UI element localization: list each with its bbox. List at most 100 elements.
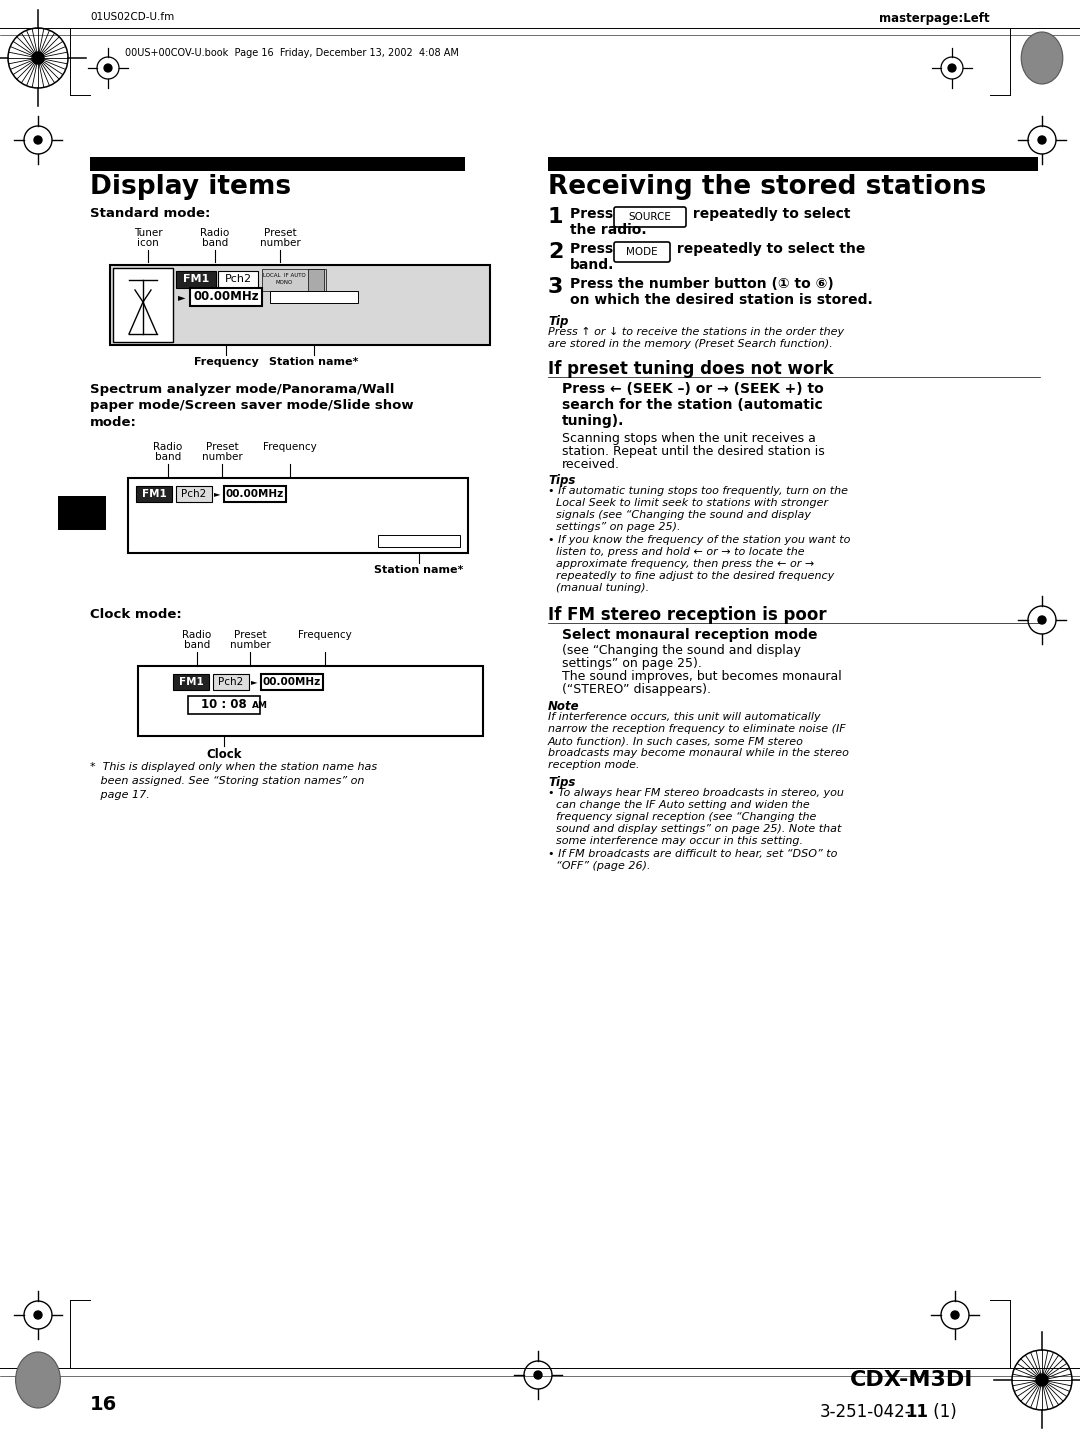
Text: 00US+00COV-U.book  Page 16  Friday, December 13, 2002  4:08 AM: 00US+00COV-U.book Page 16 Friday, Decemb… xyxy=(125,47,459,57)
Circle shape xyxy=(33,136,42,144)
Text: 2: 2 xyxy=(548,243,564,261)
Bar xyxy=(213,673,249,691)
Text: MODE: MODE xyxy=(626,247,658,257)
Text: Local Seek to limit seek to stations with stronger: Local Seek to limit seek to stations wit… xyxy=(556,498,828,508)
Circle shape xyxy=(1038,136,1047,144)
Text: (“STEREO” disappears).: (“STEREO” disappears). xyxy=(562,684,711,696)
Circle shape xyxy=(951,1311,959,1320)
Text: can change the IF Auto setting and widen the: can change the IF Auto setting and widen… xyxy=(556,800,810,810)
Text: Receiving the stored stations: Receiving the stored stations xyxy=(548,174,986,200)
Text: Preset: Preset xyxy=(264,228,296,238)
Circle shape xyxy=(948,65,956,72)
Text: 3: 3 xyxy=(548,277,564,297)
Text: 3-251-042-: 3-251-042- xyxy=(820,1403,912,1422)
Text: listen to, press and hold ← or → to locate the: listen to, press and hold ← or → to loca… xyxy=(556,547,805,557)
Text: Tip: Tip xyxy=(548,314,568,327)
Text: icon: icon xyxy=(137,238,159,248)
Text: repeatedly to fine adjust to the desired frequency: repeatedly to fine adjust to the desired… xyxy=(556,572,834,582)
Text: Auto function). In such cases, some FM stereo: Auto function). In such cases, some FM s… xyxy=(548,737,804,745)
Text: Press: Press xyxy=(570,207,618,221)
Text: received.: received. xyxy=(562,458,620,471)
Text: Radio: Radio xyxy=(201,228,230,238)
Circle shape xyxy=(104,65,112,72)
Bar xyxy=(188,696,260,714)
Text: Tuner: Tuner xyxy=(134,228,162,238)
Bar xyxy=(218,271,258,289)
Bar xyxy=(224,485,286,503)
Text: Standard mode:: Standard mode: xyxy=(90,207,211,220)
Circle shape xyxy=(33,1311,42,1320)
Text: Frequency: Frequency xyxy=(298,630,352,640)
Text: Radio: Radio xyxy=(153,442,183,452)
Text: 16: 16 xyxy=(90,1394,118,1414)
Text: number: number xyxy=(259,238,300,248)
Bar xyxy=(129,478,468,553)
Text: frequency signal reception (see “Changing the: frequency signal reception (see “Changin… xyxy=(556,811,816,821)
Bar xyxy=(270,292,357,303)
Text: “OFF” (page 26).: “OFF” (page 26). xyxy=(556,862,650,872)
Text: Press: Press xyxy=(570,243,618,256)
Text: 10 : 08: 10 : 08 xyxy=(201,698,247,711)
Text: on which the desired station is stored.: on which the desired station is stored. xyxy=(570,293,873,307)
Text: 1: 1 xyxy=(548,207,564,227)
Text: band: band xyxy=(184,640,211,651)
Text: Scanning stops when the unit receives a: Scanning stops when the unit receives a xyxy=(562,432,815,445)
Text: Press ↑ or ↓ to receive the stations in the order they: Press ↑ or ↓ to receive the stations in … xyxy=(548,327,845,337)
Text: 01US02CD-U.fm: 01US02CD-U.fm xyxy=(90,11,174,22)
Text: Press ← (SEEK –) or → (SEEK +) to: Press ← (SEEK –) or → (SEEK +) to xyxy=(562,382,824,396)
Bar xyxy=(308,269,324,292)
Text: signals (see “Changing the sound and display: signals (see “Changing the sound and dis… xyxy=(556,510,811,520)
Text: Tips: Tips xyxy=(548,474,576,487)
Text: FM1: FM1 xyxy=(141,490,166,498)
Bar xyxy=(173,673,210,691)
Text: sound and display settings” on page 25). Note that: sound and display settings” on page 25).… xyxy=(556,824,841,834)
Text: Tips: Tips xyxy=(548,775,576,788)
Text: • If FM broadcasts are difficult to hear, set “DSO” to: • If FM broadcasts are difficult to hear… xyxy=(548,849,837,859)
Text: FM1: FM1 xyxy=(183,274,210,284)
Circle shape xyxy=(534,1371,542,1379)
Text: Select monaural reception mode: Select monaural reception mode xyxy=(562,628,818,642)
Ellipse shape xyxy=(15,1353,60,1409)
Ellipse shape xyxy=(1022,32,1063,83)
Bar xyxy=(190,289,262,306)
Text: settings” on page 25).: settings” on page 25). xyxy=(562,658,702,671)
Bar xyxy=(138,666,483,737)
Bar xyxy=(176,271,216,289)
Text: Pch2: Pch2 xyxy=(181,490,206,498)
Text: Preset: Preset xyxy=(233,630,267,640)
Text: 11: 11 xyxy=(905,1403,928,1422)
Text: LOCAL  IF AUTO: LOCAL IF AUTO xyxy=(262,273,306,279)
Text: Pch2: Pch2 xyxy=(225,274,252,284)
Bar xyxy=(113,269,173,342)
Text: repeatedly to select: repeatedly to select xyxy=(688,207,851,221)
Text: (manual tuning).: (manual tuning). xyxy=(556,583,649,593)
Text: tuning).: tuning). xyxy=(562,414,624,428)
Text: MONO: MONO xyxy=(275,280,293,284)
Circle shape xyxy=(32,52,44,65)
Text: Station name*: Station name* xyxy=(269,358,359,368)
Circle shape xyxy=(1036,1374,1048,1386)
Bar xyxy=(548,157,1038,171)
Text: AM: AM xyxy=(252,701,268,709)
Text: Press the number button (① to ⑥): Press the number button (① to ⑥) xyxy=(570,277,834,292)
Text: Station name*: Station name* xyxy=(375,564,463,574)
Text: If FM stereo reception is poor: If FM stereo reception is poor xyxy=(548,606,826,625)
Text: approximate frequency, then press the ← or →: approximate frequency, then press the ← … xyxy=(556,559,814,569)
Text: band: band xyxy=(202,238,228,248)
Text: Preset: Preset xyxy=(205,442,239,452)
Text: • If you know the frequency of the station you want to: • If you know the frequency of the stati… xyxy=(548,536,850,546)
Text: Spectrum analyzer mode/Panorama/Wall
paper mode/Screen saver mode/Slide show
mod: Spectrum analyzer mode/Panorama/Wall pap… xyxy=(90,383,414,429)
Text: *  This is displayed only when the station name has
   been assigned. See “Stori: * This is displayed only when the statio… xyxy=(90,763,377,800)
Text: ►: ► xyxy=(178,292,186,302)
Text: repeatedly to select the: repeatedly to select the xyxy=(672,243,865,256)
Text: band.: band. xyxy=(570,258,615,271)
Text: Clock mode:: Clock mode: xyxy=(90,607,181,620)
Text: search for the station (automatic: search for the station (automatic xyxy=(562,398,823,412)
Text: number: number xyxy=(202,452,242,462)
Text: (1): (1) xyxy=(928,1403,957,1422)
Text: are stored in the memory (Preset Search function).: are stored in the memory (Preset Search … xyxy=(548,339,833,349)
Bar xyxy=(176,485,212,503)
Text: some interference may occur in this setting.: some interference may occur in this sett… xyxy=(556,836,804,846)
Bar xyxy=(90,157,465,171)
Text: If interference occurs, this unit will automatically: If interference occurs, this unit will a… xyxy=(548,712,821,722)
